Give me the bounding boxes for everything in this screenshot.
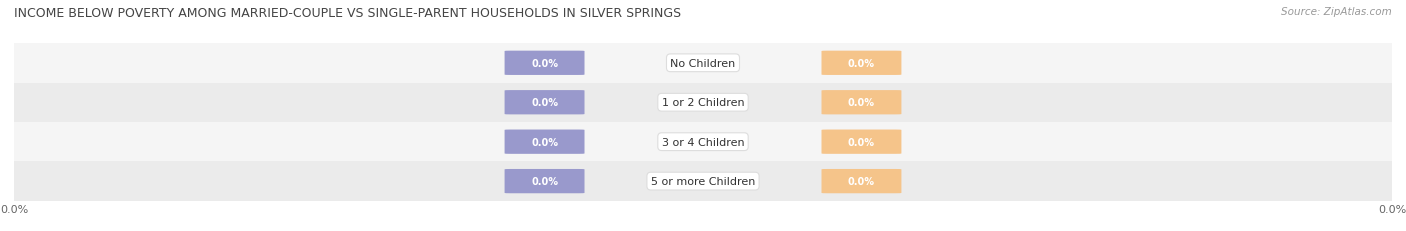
Text: INCOME BELOW POVERTY AMONG MARRIED-COUPLE VS SINGLE-PARENT HOUSEHOLDS IN SILVER : INCOME BELOW POVERTY AMONG MARRIED-COUPL… (14, 7, 681, 20)
Text: 0.0%: 0.0% (531, 98, 558, 108)
Bar (14, 83, 1392, 122)
Text: 0.0%: 0.0% (531, 137, 558, 147)
Bar (14, 44, 1392, 83)
Text: 0.0%: 0.0% (848, 176, 875, 186)
Text: Source: ZipAtlas.com: Source: ZipAtlas.com (1281, 7, 1392, 17)
FancyBboxPatch shape (505, 52, 585, 76)
FancyBboxPatch shape (821, 52, 901, 76)
FancyBboxPatch shape (821, 91, 901, 115)
Text: 0.0%: 0.0% (848, 58, 875, 69)
Text: 3 or 4 Children: 3 or 4 Children (662, 137, 744, 147)
Text: 1 or 2 Children: 1 or 2 Children (662, 98, 744, 108)
FancyBboxPatch shape (821, 130, 901, 154)
Text: 0.0%: 0.0% (848, 137, 875, 147)
FancyBboxPatch shape (505, 130, 585, 154)
Bar (14, 162, 1392, 201)
Text: 0.0%: 0.0% (531, 58, 558, 69)
Text: 0.0%: 0.0% (531, 176, 558, 186)
Text: No Children: No Children (671, 58, 735, 69)
Text: 5 or more Children: 5 or more Children (651, 176, 755, 186)
FancyBboxPatch shape (821, 169, 901, 193)
FancyBboxPatch shape (505, 91, 585, 115)
Bar (14, 122, 1392, 162)
Text: 0.0%: 0.0% (848, 98, 875, 108)
FancyBboxPatch shape (505, 169, 585, 193)
